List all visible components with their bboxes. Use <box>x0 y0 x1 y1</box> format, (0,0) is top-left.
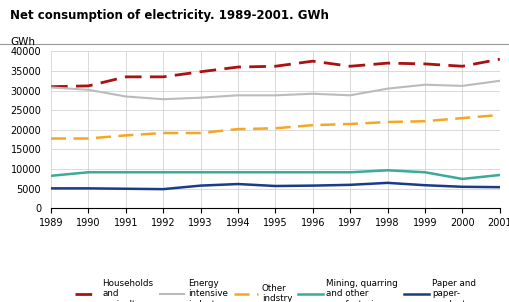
Legend: Households
and
agriculture, Energy
intensive
industry, Other
indstry, Mining, qu: Households and agriculture, Energy inten… <box>74 279 475 302</box>
Text: Net consumption of electricity. 1989-2001. GWh: Net consumption of electricity. 1989-200… <box>10 9 328 22</box>
Text: GWh: GWh <box>10 37 35 47</box>
